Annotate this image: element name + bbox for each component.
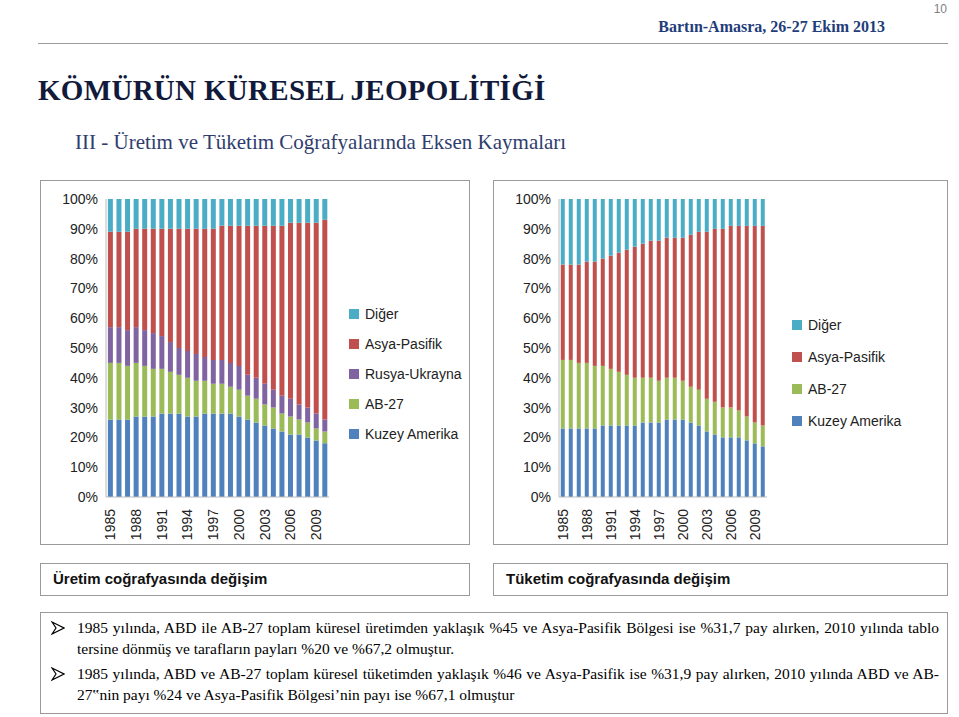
html-text:Tüketim coğrafyasında değişim: Tüketim coğrafyasında değişim [506,570,731,587]
svg-text:2000: 2000 [231,509,247,540]
svg-text:2003: 2003 [699,509,715,540]
svg-text:2009: 2009 [308,509,324,540]
html-text:Kuzey Amerika: Kuzey Amerika [808,413,902,429]
html-text:Üretim coğrafyasında değişim: Üretim coğrafyasında değişim [53,570,268,587]
svg-text:40%: 40% [70,370,98,386]
svg-text:60%: 60% [523,310,551,326]
svg-text:2006: 2006 [723,509,739,540]
svg-text:80%: 80% [523,251,551,267]
svg-text:2000: 2000 [675,509,691,540]
html-text:AB-27: AB-27 [365,396,404,412]
svg-text:1997: 1997 [651,509,667,540]
svg-text:1994: 1994 [179,509,195,540]
svg-text:1988: 1988 [128,509,144,540]
html-text:Bartın-Amasra, 26-27 Ekim 2013: Bartın-Amasra, 26-27 Ekim 2013 [658,18,885,35]
html-text:AB-27: AB-27 [808,381,847,397]
html-text:Diğer: Diğer [808,317,842,333]
html-text:10: 10 [933,2,947,16]
svg-text:1997: 1997 [205,509,221,540]
svg-text:2003: 2003 [257,509,273,540]
svg-text:90%: 90% [523,221,551,237]
svg-text:70%: 70% [70,280,98,296]
svg-text:100%: 100% [515,191,551,207]
svg-text:40%: 40% [523,370,551,386]
svg-text:1994: 1994 [627,509,643,540]
svg-text:50%: 50% [523,340,551,356]
svg-text:30%: 30% [70,400,98,416]
svg-text:20%: 20% [523,429,551,445]
html-text:1985 yılında, ABD ile AB-27 to: 1985 yılında, ABD ile AB-27 toplam küres… [77,619,939,657]
svg-text:30%: 30% [523,400,551,416]
svg-text:10%: 10% [523,459,551,475]
svg-text:0%: 0% [531,489,551,505]
svg-text:1991: 1991 [603,509,619,540]
html-text:Asya-Pasifik: Asya-Pasifik [365,336,442,352]
svg-text:50%: 50% [70,340,98,356]
svg-text:1988: 1988 [579,509,595,540]
svg-text:2009: 2009 [747,509,763,540]
html-text:KÖMÜRÜN KÜRESEL JEOPOLİTİĞİ: KÖMÜRÜN KÜRESEL JEOPOLİTİĞİ [38,74,546,106]
svg-text:10%: 10% [70,459,98,475]
html-text:Asya-Pasifik: Asya-Pasifik [808,349,885,365]
svg-text:70%: 70% [523,280,551,296]
html-text:III - Üretim ve Tüketim Coğraf: III - Üretim ve Tüketim Coğrafyalarında … [75,130,567,154]
svg-text:20%: 20% [70,429,98,445]
svg-text:80%: 80% [70,251,98,267]
svg-text:100%: 100% [62,191,98,207]
svg-text:90%: 90% [70,221,98,237]
svg-text:2006: 2006 [282,509,298,540]
html-text:1985 yılında, ABD ve AB-27 top: 1985 yılında, ABD ve AB-27 toplam kürese… [77,665,939,703]
svg-text:1985: 1985 [102,509,118,540]
svg-text:1991: 1991 [154,509,170,540]
html-text:Diğer: Diğer [365,306,399,322]
svg-text:0%: 0% [78,489,98,505]
svg-text:60%: 60% [70,310,98,326]
html-text:Rusya-Ukrayna: Rusya-Ukrayna [365,366,462,382]
html-text:Kuzey Amerika: Kuzey Amerika [365,426,459,442]
svg-text:1985: 1985 [555,509,571,540]
